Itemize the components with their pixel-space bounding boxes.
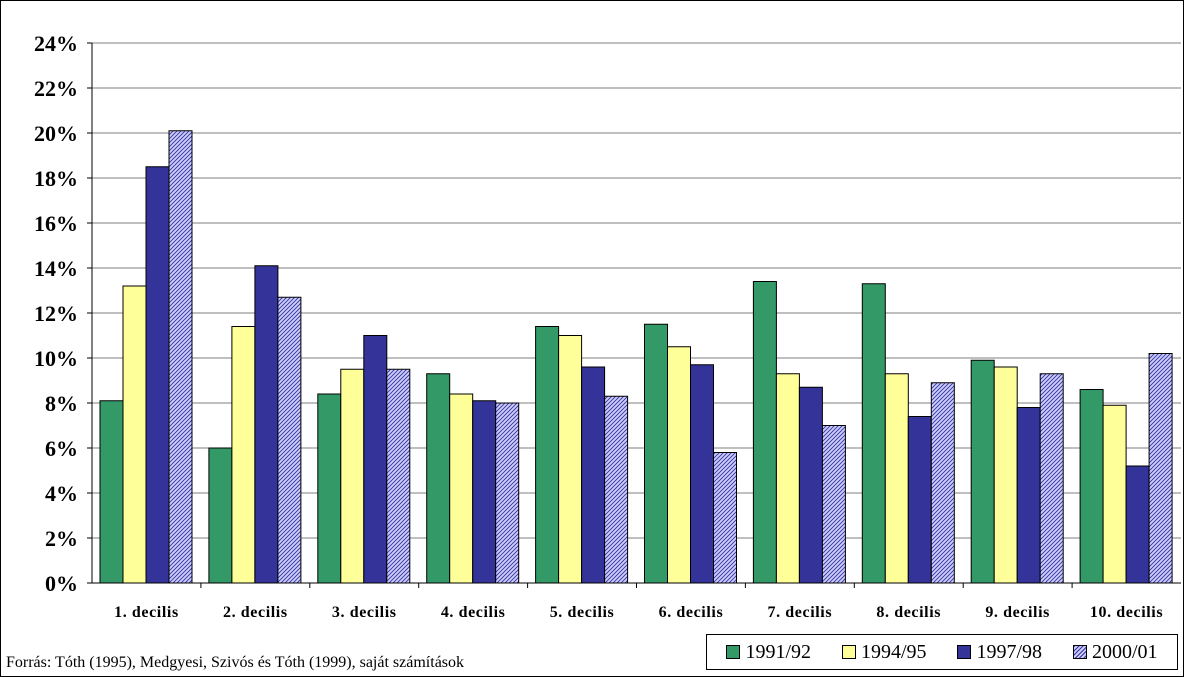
x-category-label: 2. decilis bbox=[223, 604, 288, 621]
x-category-label: 7. decilis bbox=[768, 604, 833, 621]
bar-1994-95-9 bbox=[993, 366, 1018, 584]
bar-2000-01-5 bbox=[604, 395, 629, 584]
bar-2000-01-10 bbox=[1148, 353, 1173, 584]
bar-1997-98-3 bbox=[363, 335, 388, 584]
bar-1994-95-2 bbox=[231, 326, 256, 584]
bar-1991-92-6 bbox=[644, 323, 668, 584]
y-tick-label: 10% bbox=[34, 346, 78, 371]
bar-1994-95-3 bbox=[340, 368, 365, 584]
y-tick-label: 24% bbox=[34, 31, 78, 56]
bar-2000-01-2 bbox=[277, 296, 302, 584]
bar-1994-95-5 bbox=[558, 335, 583, 584]
legend-swatch-series-1 bbox=[726, 645, 741, 659]
y-tick-label: 4% bbox=[45, 481, 78, 506]
legend-label-series-4: 2000/01 bbox=[1091, 640, 1158, 663]
bar-1997-98-2 bbox=[254, 265, 279, 584]
legend-item-series-3: 1997/98 bbox=[957, 641, 1042, 664]
bar-1991-92-2 bbox=[208, 447, 233, 584]
x-category-labels: 1. decilis 2. decilis 3. decilis 4. decilis… bbox=[114, 604, 1163, 621]
legend-item-series-1: 1991/92 bbox=[726, 641, 811, 664]
axes bbox=[91, 43, 1181, 588]
x-category-label: 6. decilis bbox=[659, 604, 724, 621]
bar-2000-01-4 bbox=[495, 402, 520, 584]
bar-1994-95-1 bbox=[122, 285, 147, 584]
bar-2000-01-6 bbox=[713, 452, 737, 584]
y-tick-label: 12% bbox=[34, 301, 78, 326]
x-category-label: 9. decilis bbox=[985, 604, 1050, 621]
y-tick-label: 16% bbox=[34, 211, 78, 236]
legend-swatch-series-2 bbox=[841, 645, 856, 659]
bar-1997-98-10 bbox=[1125, 465, 1150, 584]
legend-label-series-3: 1997/98 bbox=[976, 640, 1043, 663]
x-category-label: 5. decilis bbox=[550, 604, 615, 621]
bar-1991-92-10 bbox=[1079, 389, 1104, 584]
bar-1997-98-9 bbox=[1016, 407, 1041, 584]
bar-2000-01-1 bbox=[168, 130, 193, 584]
legend-item-series-4: 2000/01 bbox=[1072, 640, 1158, 664]
bar-1997-98-4 bbox=[472, 400, 497, 584]
y-tick-label: 20% bbox=[34, 121, 78, 146]
x-category-label: 1. decilis bbox=[114, 604, 179, 621]
bar-1997-98-6 bbox=[690, 364, 714, 584]
bar-2000-01-3 bbox=[386, 368, 411, 584]
y-tick-label: 2% bbox=[45, 526, 78, 551]
legend-label-series-2: 1994/95 bbox=[860, 640, 927, 663]
source-note: Forrás: Tóth (1995), Medgyesi, Szivós és… bbox=[6, 654, 465, 671]
legend-swatch-series-4 bbox=[1072, 645, 1087, 659]
y-tick-label: 22% bbox=[34, 76, 78, 101]
bar-1991-92-3 bbox=[317, 393, 342, 584]
bar-1994-95-4 bbox=[449, 393, 474, 584]
bar-1997-98-7 bbox=[798, 386, 823, 584]
bar-1991-92-9 bbox=[970, 359, 995, 584]
bar-1991-92-7 bbox=[752, 281, 777, 584]
bar-1997-98-1 bbox=[145, 166, 170, 584]
legend: 1991/92 1994/95 1997/98 2000/01 bbox=[706, 634, 1178, 670]
x-category-label: 10. decilis bbox=[1090, 604, 1163, 621]
y-tick-label: 0% bbox=[45, 571, 78, 596]
legend-swatch-series-3 bbox=[957, 645, 972, 659]
legend-item-series-2: 1994/95 bbox=[841, 640, 927, 664]
y-tick-label: 14% bbox=[34, 256, 78, 281]
bars bbox=[99, 130, 1173, 584]
bar-1997-98-8 bbox=[907, 416, 932, 584]
bar-1991-92-4 bbox=[426, 373, 451, 584]
bar-1994-95-8 bbox=[884, 373, 909, 584]
bar-1994-95-7 bbox=[775, 373, 800, 584]
x-category-label: 4. decilis bbox=[441, 604, 506, 621]
bar-1991-92-5 bbox=[535, 326, 560, 584]
bar-1991-92-1 bbox=[99, 400, 124, 584]
y-tick-label: 8% bbox=[45, 391, 78, 416]
y-tick-label: 18% bbox=[34, 166, 78, 191]
bar-2000-01-8 bbox=[930, 382, 955, 584]
bar-2000-01-9 bbox=[1039, 373, 1064, 584]
legend-label-series-1: 1991/92 bbox=[745, 640, 812, 663]
y-tick-labels: 0% 2% 4% 6% 8% 10% 12% 14% 16% 18% 20% 22% 24% bbox=[34, 31, 78, 596]
x-category-label: 3. decilis bbox=[332, 604, 397, 621]
x-category-label: 8. decilis bbox=[876, 604, 941, 621]
bar-1991-92-8 bbox=[861, 283, 886, 584]
bar-1997-98-5 bbox=[581, 366, 606, 584]
y-tick-label: 6% bbox=[45, 436, 78, 461]
bar-2000-01-7 bbox=[821, 425, 846, 584]
bar-1994-95-10 bbox=[1102, 404, 1127, 584]
bar-1994-95-6 bbox=[667, 346, 691, 584]
